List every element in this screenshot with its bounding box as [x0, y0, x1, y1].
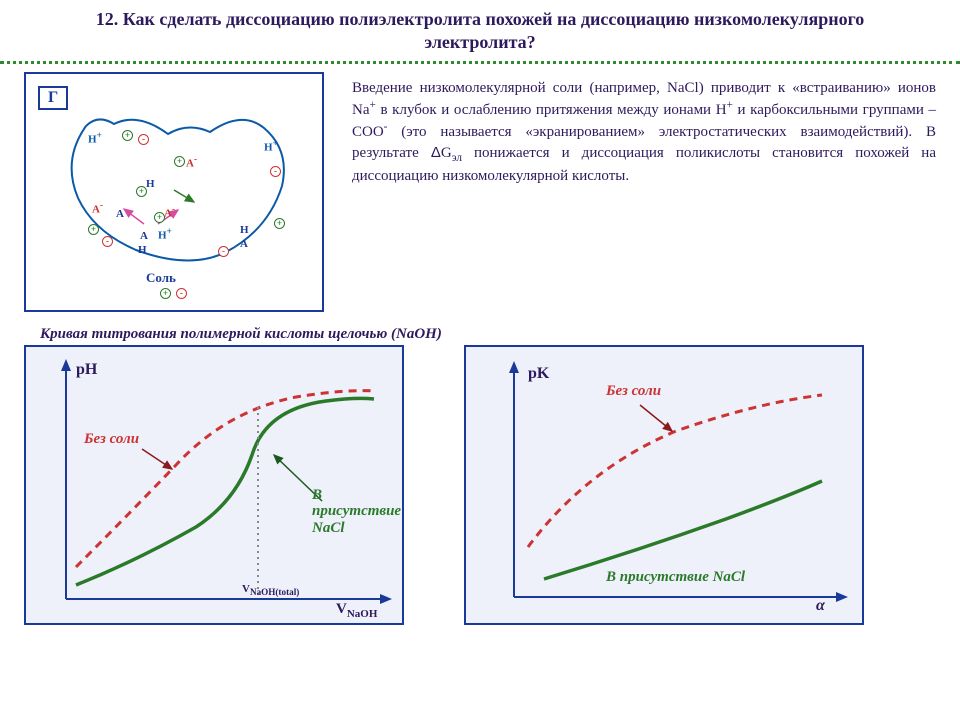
row-1: Г H+H+H+A-A-A-ННААНА+-+-++-+-+-+ Соль Вв… — [0, 72, 960, 312]
divider — [0, 61, 960, 64]
chart-left: pH Без соли В присутствие NaCl VNaOH(tot… — [24, 345, 404, 625]
ion-label: H+ — [158, 226, 172, 242]
xlabel-v: VNaOH — [336, 601, 377, 620]
ion-label: А — [240, 238, 248, 250]
charge-icon: + — [136, 186, 147, 197]
charge-icon: - — [270, 166, 281, 177]
charge-icon: + — [174, 156, 185, 167]
ion-label: Н — [146, 178, 155, 190]
charge-icon: + — [88, 224, 99, 235]
chart-right: pK Без соли В присутствие NaCl α — [464, 345, 864, 625]
ion-label: Н — [138, 244, 147, 256]
anno-no-salt-R: Без соли — [606, 383, 661, 400]
ylabel-pH: pH — [76, 361, 97, 379]
page-title: 12. Как сделать диссоциацию полиэлектрол… — [0, 0, 960, 59]
ion-label: H+ — [88, 130, 102, 146]
xlabel-alpha: α — [816, 597, 825, 615]
ylabel-pK: pK — [528, 365, 549, 383]
xlabel-total: VNaOH(total) — [242, 583, 299, 597]
charge-icon: + — [154, 212, 165, 223]
ion-label: А — [140, 230, 148, 242]
anno-nacl-R: В присутствие NaCl — [606, 569, 745, 586]
anno-nacl-L: В присутствие NaCl — [312, 487, 402, 537]
ion-label: Н — [240, 224, 249, 236]
salt-label: Соль — [146, 270, 176, 286]
anno-no-salt-L: Без соли — [84, 431, 139, 448]
chart-left-title: Кривая титрования полимерной кислоты щел… — [0, 312, 960, 345]
charge-icon: - — [176, 288, 187, 299]
charge-icon: - — [138, 134, 149, 145]
ion-label: А — [116, 208, 124, 220]
ion-label: H+ — [264, 138, 278, 154]
charge-icon: + — [274, 218, 285, 229]
polymer-svg — [26, 74, 326, 314]
ion-label: A- — [92, 200, 103, 216]
charge-icon: - — [102, 236, 113, 247]
polymer-diagram: Г H+H+H+A-A-A-ННААНА+-+-++-+-+-+ Соль — [24, 72, 324, 312]
ion-label: A- — [164, 204, 175, 220]
ion-label: A- — [186, 154, 197, 170]
charge-icon: + — [160, 288, 171, 299]
row-2: pH Без соли В присутствие NaCl VNaOH(tot… — [0, 345, 960, 625]
description-text: Введение низкомолекулярной соли (наприме… — [352, 72, 936, 312]
charge-icon: + — [122, 130, 133, 141]
charge-icon: - — [218, 246, 229, 257]
